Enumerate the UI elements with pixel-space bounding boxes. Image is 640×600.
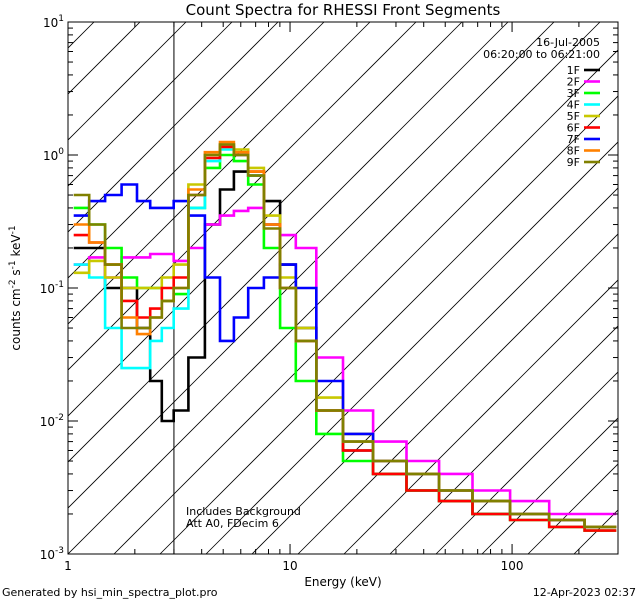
legend-label-5F: 5F [567,110,580,123]
legend-label-7F: 7F [567,133,580,146]
x-axis-label: Energy (keV) [304,575,381,589]
hatch-line [68,22,233,187]
time-range-label: 06:20:00 to 06:21:00 [483,48,600,61]
x-axis: 1 10 100 [64,22,619,573]
annotation-background: Includes Background [186,505,301,518]
hatch-line [205,141,618,554]
x-tick-label: 1 [64,559,72,573]
legend-label-4F: 4F [567,99,580,112]
series-line-8F [73,140,617,529]
hatch-line [68,22,601,554]
hatch-line [435,371,618,554]
y-tick-label: 10-1 [40,280,64,296]
hatch-line [389,325,618,554]
hatch-line [159,95,618,554]
footer-generated-by: Generated by hsi_min_spectra_plot.pro [2,586,218,599]
legend-label-6F: 6F [567,122,580,135]
hatch-line [251,187,618,554]
hatch-line [68,22,509,463]
hatch-line [68,22,279,233]
hatch-line [620,22,640,554]
hatch-line [297,233,618,554]
y-tick-label: 10-3 [40,546,64,562]
hatch-line [527,463,618,554]
series-line-7F [73,183,617,529]
series-line-9F [73,143,617,529]
hatch-line [573,509,618,554]
series-line-6F [73,145,617,532]
series-line-2F [73,206,617,516]
hatch-line [68,22,325,279]
legend-label-8F: 8F [567,145,580,158]
hatch-line [68,22,463,417]
y-tick-label: 101 [43,14,64,30]
chart-title: Count Spectra for RHESSI Front Segments [186,1,501,19]
x-tick-label: 10 [282,559,297,573]
legend-label-9F: 9F [567,156,580,169]
hatch-line [113,49,618,554]
y-axis-label: counts cm-2 s-1 keV-1 [8,225,23,350]
footer-timestamp: 12-Apr-2023 02:37 [533,586,636,599]
hatch-line [481,417,618,554]
series-layer [73,140,617,532]
legend-label-3F: 3F [567,87,580,100]
legend-label-1F: 1F [567,64,580,77]
legend-label-2F: 2F [567,76,580,89]
series-line-4F [73,148,617,529]
series-line-3F [73,153,617,532]
y-tick-label: 100 [43,147,64,163]
y-axis: 101 100 10-1 10-2 10-3 [40,14,618,562]
y-tick-label: 10-2 [40,413,64,429]
date-label: 16-Jul-2005 [536,36,600,49]
x-tick-label: 100 [501,559,524,573]
excluded-energy-hatch [68,22,640,554]
series-line-5F [73,143,617,529]
hatch-line [68,22,187,141]
annotation-attenuator: Att A0, FDecim 6 [186,517,279,530]
